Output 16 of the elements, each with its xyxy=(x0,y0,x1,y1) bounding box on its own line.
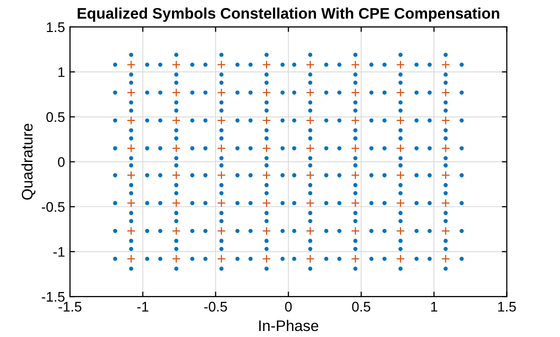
y-tick-label: -0.5 xyxy=(42,202,65,212)
x-tick-label: 0.5 xyxy=(352,302,370,312)
y-axis-title: Quadrature xyxy=(21,124,36,200)
x-tick-label: 1.5 xyxy=(498,302,516,312)
y-tick-label: 0.5 xyxy=(46,112,65,122)
y-tick-label: -1.5 xyxy=(42,292,65,302)
y-tick-label: 1.5 xyxy=(46,22,65,32)
y-tick-label: 1 xyxy=(58,67,64,77)
y-tick-label: 0 xyxy=(58,157,65,167)
x-tick-label: -0.5 xyxy=(204,302,227,312)
x-axis-title: In-Phase xyxy=(259,320,318,332)
x-tick-label: 0 xyxy=(285,302,292,312)
x-tick-label: 1 xyxy=(431,302,438,312)
y-tick-label: -1 xyxy=(53,247,64,257)
chart-title: Equalized Symbols Constellation With CPE Compensation xyxy=(78,8,500,22)
x-tick-label: -1 xyxy=(137,302,148,312)
